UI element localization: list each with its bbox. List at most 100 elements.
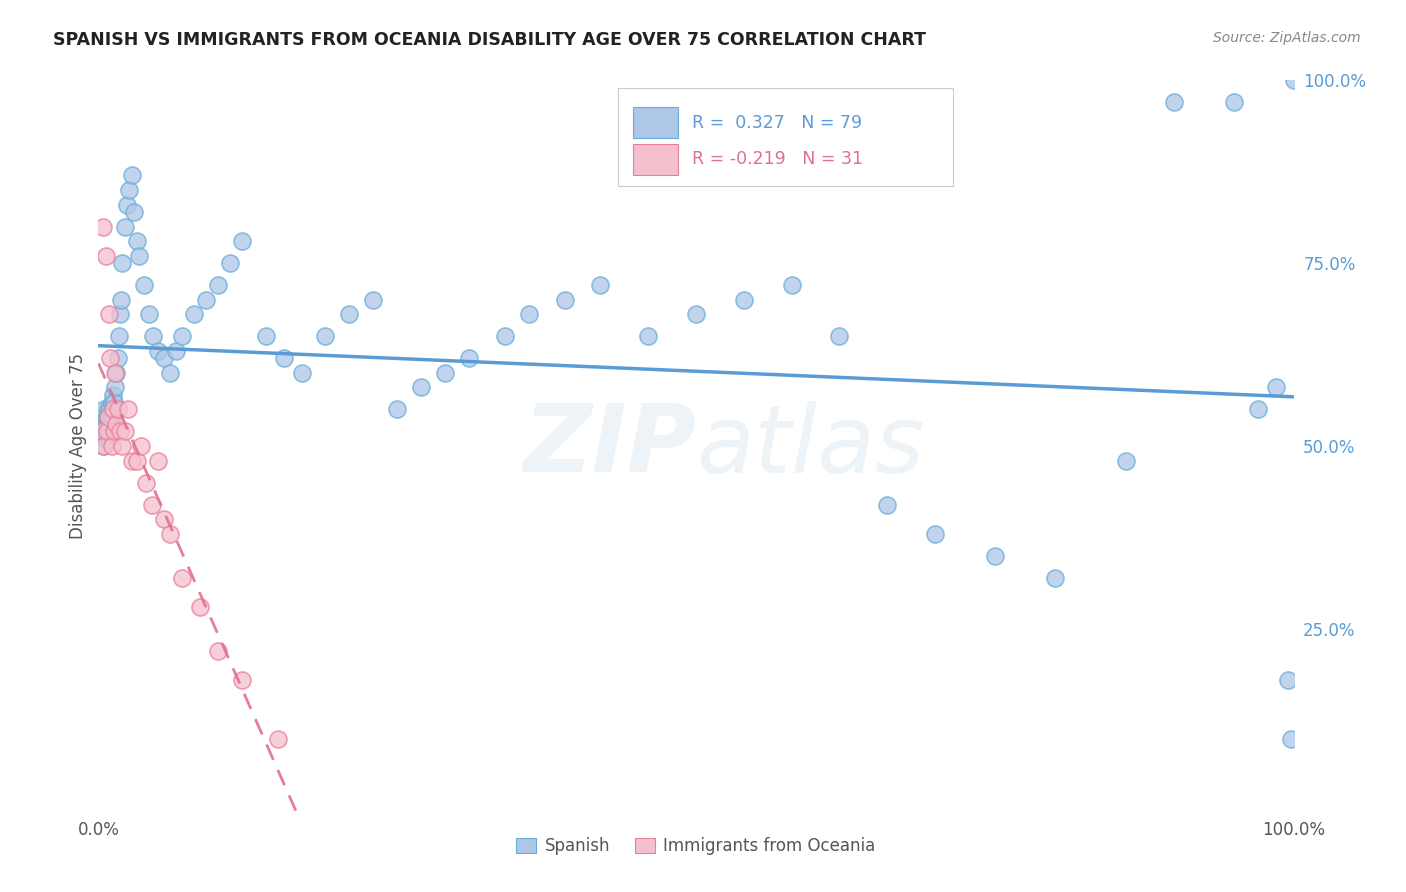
- Point: [315, 329, 337, 343]
- Point: [685, 307, 707, 321]
- Point: [98, 432, 121, 446]
- Point: [91, 409, 114, 424]
- Point: [637, 329, 659, 343]
- Point: [107, 351, 129, 366]
- Point: [148, 453, 170, 467]
- Point: [104, 366, 127, 380]
- Point: [105, 417, 128, 431]
- Point: [98, 417, 122, 431]
- Point: [589, 278, 612, 293]
- Point: [291, 366, 314, 380]
- Legend: Spanish, Immigrants from Oceania: Spanish, Immigrants from Oceania: [509, 830, 883, 862]
- Point: [924, 526, 946, 541]
- Point: [100, 439, 122, 453]
- Point: [254, 329, 277, 343]
- Point: [141, 498, 163, 512]
- Point: [117, 402, 139, 417]
- Point: [115, 197, 138, 211]
- Point: [517, 307, 540, 321]
- Point: [984, 549, 1007, 563]
- Point: [104, 380, 127, 394]
- Point: [93, 425, 115, 439]
- Point: [1043, 571, 1066, 585]
- Text: R = -0.219   N = 31: R = -0.219 N = 31: [692, 150, 863, 169]
- Point: [267, 731, 290, 746]
- Point: [111, 439, 134, 453]
- Point: [114, 425, 136, 439]
- Point: [183, 307, 205, 321]
- Point: [101, 388, 124, 402]
- Point: [219, 256, 242, 270]
- Point: [103, 395, 125, 409]
- Point: [207, 644, 229, 658]
- Point: [188, 599, 211, 614]
- Point: [172, 571, 194, 585]
- Point: [458, 351, 481, 366]
- Point: [554, 293, 576, 307]
- Point: [110, 293, 132, 307]
- Point: [195, 293, 218, 307]
- Point: [1264, 380, 1286, 394]
- Point: [111, 256, 134, 270]
- Point: [231, 234, 253, 248]
- Point: [1282, 73, 1305, 87]
- Point: [1279, 731, 1302, 746]
- Point: [97, 409, 120, 424]
- Point: [97, 402, 120, 417]
- Point: [108, 307, 131, 321]
- Point: [94, 249, 117, 263]
- Point: [96, 425, 118, 439]
- Point: [148, 343, 170, 358]
- Point: [876, 498, 898, 512]
- Point: [385, 402, 409, 417]
- Point: [153, 351, 176, 366]
- Point: [101, 402, 124, 417]
- Point: [1277, 673, 1299, 687]
- Text: ZIP: ZIP: [523, 400, 696, 492]
- Text: Source: ZipAtlas.com: Source: ZipAtlas.com: [1213, 31, 1361, 45]
- Point: [98, 307, 121, 321]
- Point: [98, 409, 121, 424]
- Point: [121, 169, 143, 183]
- Point: [125, 453, 148, 467]
- Point: [100, 395, 122, 409]
- Point: [96, 425, 118, 439]
- Point: [135, 475, 157, 490]
- FancyBboxPatch shape: [633, 107, 678, 138]
- Point: [107, 329, 129, 343]
- Point: [142, 329, 165, 343]
- Point: [138, 307, 160, 321]
- Point: [411, 380, 433, 394]
- Point: [1247, 402, 1270, 417]
- Point: [165, 343, 187, 358]
- Point: [91, 219, 114, 234]
- Point: [118, 183, 141, 197]
- Point: [90, 425, 112, 439]
- Point: [93, 439, 115, 453]
- Point: [125, 234, 148, 248]
- Point: [231, 673, 253, 687]
- Point: [124, 205, 146, 219]
- Point: [1115, 453, 1137, 467]
- Point: [93, 402, 115, 417]
- Point: [780, 278, 803, 293]
- Point: [128, 249, 150, 263]
- Point: [105, 366, 128, 380]
- Point: [114, 219, 136, 234]
- Text: atlas: atlas: [696, 401, 924, 491]
- Point: [273, 351, 295, 366]
- Point: [107, 402, 129, 417]
- Point: [159, 526, 181, 541]
- Point: [172, 329, 194, 343]
- Point: [153, 512, 176, 526]
- Point: [1163, 95, 1185, 110]
- Point: [91, 425, 114, 439]
- Text: R =  0.327   N = 79: R = 0.327 N = 79: [692, 113, 862, 132]
- Point: [94, 417, 117, 431]
- Point: [97, 417, 120, 431]
- Point: [339, 307, 361, 321]
- FancyBboxPatch shape: [619, 87, 953, 186]
- Point: [434, 366, 457, 380]
- Point: [828, 329, 851, 343]
- Y-axis label: Disability Age Over 75: Disability Age Over 75: [69, 353, 87, 539]
